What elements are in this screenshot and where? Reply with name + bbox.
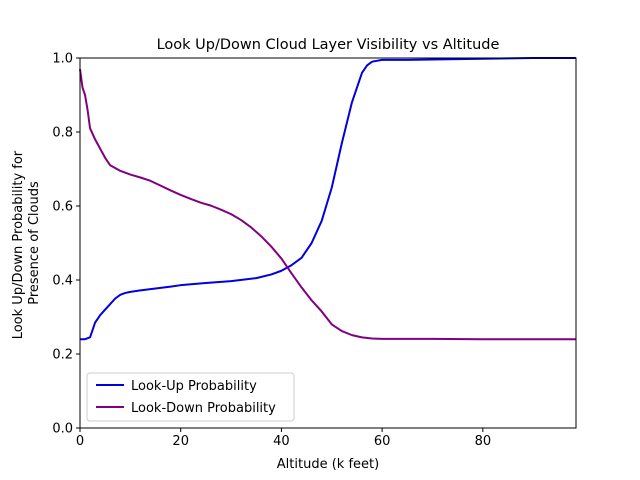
y-tick-label: 0.6 [52, 200, 73, 215]
plot-area [80, 58, 576, 428]
y-tick-label: 0.2 [52, 348, 73, 363]
legend-label-look-up: Look-Up Probability [131, 379, 257, 394]
legend: Look-Up Probability Look-Down Probabilit… [86, 372, 295, 422]
x-tick-label: 60 [374, 434, 391, 449]
x-tick-label: 20 [172, 434, 189, 449]
x-axis-label: Altitude (k feet) [277, 457, 379, 472]
chart-title: Look Up/Down Cloud Layer Visibility vs A… [157, 37, 500, 53]
y-tick-label: 0.8 [52, 126, 73, 141]
y-tick-label: 0.4 [52, 274, 73, 289]
y-tick-label: 0.0 [52, 422, 73, 437]
series-line-look-down-probability [79, 68, 576, 341]
y-axis-ticks: 0.0 0.2 0.4 0.6 0.8 1.0 [52, 52, 80, 437]
y-axis-label-line-2: Presence of Clouds [27, 181, 42, 305]
y-axis-label-line-1: Look Up/Down Probability for [11, 150, 26, 339]
x-tick-label: 80 [475, 434, 492, 449]
x-tick-label: 0 [76, 434, 84, 449]
x-axis-ticks: 0 20 40 60 80 [76, 428, 491, 449]
x-tick-label: 40 [273, 434, 290, 449]
legend-label-look-down: Look-Down Probability [131, 401, 276, 416]
y-tick-label: 1.0 [52, 52, 73, 67]
series-layer [79, 57, 576, 341]
series-line-look-up-probability [80, 57, 576, 341]
y-axis-label: Look Up/Down Probability for Presence of… [11, 147, 42, 340]
legend-box [86, 372, 295, 422]
axes-frame [79, 57, 577, 429]
